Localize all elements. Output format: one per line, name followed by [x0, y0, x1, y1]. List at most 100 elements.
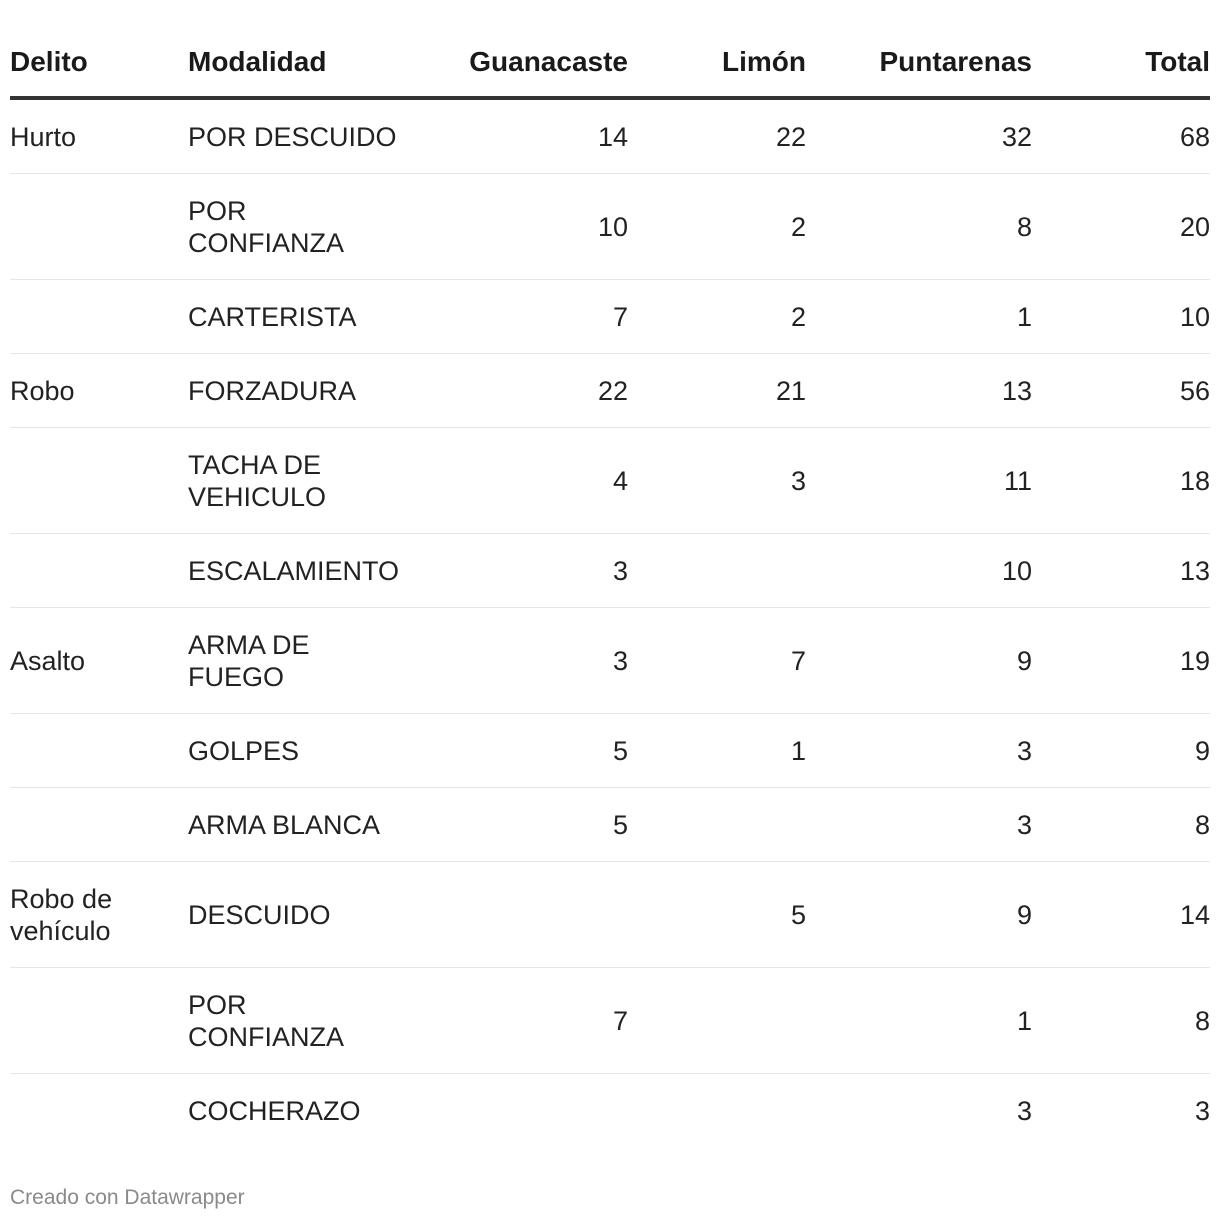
cell-modalidad-text: DESCUIDO	[188, 899, 331, 930]
cell-modalidad: ARMA BLANCA	[188, 787, 428, 862]
cell-modalidad-text: FORZADURA	[188, 375, 356, 406]
cell-limon	[628, 787, 806, 862]
header-puntarenas[interactable]: Puntarenas	[806, 0, 1032, 100]
cell-puntarenas-text: 13	[1001, 375, 1032, 406]
cell-modalidad: ESCALAMIENTO	[188, 533, 428, 608]
cell-puntarenas-text: 3	[1016, 809, 1032, 840]
cell-guanacaste: 5	[428, 713, 628, 788]
header-row: Delito Modalidad Guanacaste Limón Puntar…	[10, 0, 1210, 100]
cell-delito: Asalto	[10, 607, 188, 714]
cell-puntarenas: 3	[806, 787, 1032, 862]
cell-total-text: 13	[1179, 555, 1210, 586]
cell-modalidad: POR DESCUIDO	[188, 98, 428, 174]
cell-guanacaste: 14	[428, 98, 628, 174]
cell-modalidad-text: ARMA DE FUEGO	[188, 629, 310, 692]
cell-modalidad-text: POR DESCUIDO	[188, 121, 397, 152]
cell-modalidad-text: GOLPES	[188, 735, 300, 766]
cell-limon-text: 1	[790, 735, 806, 766]
cell-limon-text: 2	[790, 301, 806, 332]
cell-guanacaste-text: 7	[612, 301, 628, 332]
table-row: POR CONFIANZA 10 2 8 20	[10, 173, 1210, 280]
cell-puntarenas-text: 32	[1001, 121, 1032, 152]
cell-modalidad: FORZADURA	[188, 353, 428, 428]
cell-total-text: 56	[1179, 375, 1210, 406]
cell-modalidad: DESCUIDO	[188, 861, 428, 968]
cell-modalidad-text: ARMA BLANCA	[188, 809, 381, 840]
cell-limon-text: 22	[775, 121, 806, 152]
header-guanacaste[interactable]: Guanacaste	[428, 0, 628, 100]
cell-puntarenas: 11	[806, 427, 1032, 534]
table-row: ARMA BLANCA 5 3 8	[10, 787, 1210, 862]
cell-modalidad: POR CONFIANZA	[188, 967, 428, 1074]
cell-total-text: 8	[1194, 1005, 1210, 1036]
cell-total: 20	[1032, 173, 1210, 280]
cell-delito	[10, 533, 188, 608]
header-total[interactable]: Total	[1032, 0, 1210, 100]
cell-total: 18	[1032, 427, 1210, 534]
cell-delito: Hurto	[10, 98, 188, 174]
cell-guanacaste: 3	[428, 607, 628, 714]
table-row: POR CONFIANZA 7 1 8	[10, 967, 1210, 1074]
cell-delito-text: Robo	[10, 375, 75, 406]
cell-limon: 2	[628, 173, 806, 280]
cell-guanacaste-text: 3	[612, 555, 628, 586]
cell-guanacaste: 7	[428, 279, 628, 354]
table-row: COCHERAZO 3 3	[10, 1074, 1210, 1148]
cell-total: 8	[1032, 967, 1210, 1074]
cell-total-text: 14	[1179, 899, 1210, 930]
cell-total: 10	[1032, 279, 1210, 354]
cell-guanacaste-text: 4	[612, 465, 628, 496]
cell-puntarenas-text: 3	[1016, 735, 1032, 766]
table-row: ESCALAMIENTO 3 10 13	[10, 533, 1210, 608]
cell-limon	[628, 533, 806, 608]
cell-guanacaste: 3	[428, 533, 628, 608]
cell-limon: 22	[628, 98, 806, 174]
cell-limon-text: 2	[790, 211, 806, 242]
cell-puntarenas-text: 8	[1016, 211, 1032, 242]
cell-puntarenas-text: 9	[1016, 899, 1032, 930]
table-container: Delito Modalidad Guanacaste Limón Puntar…	[10, 0, 1210, 1147]
cell-puntarenas: 32	[806, 98, 1032, 174]
cell-total: 14	[1032, 861, 1210, 968]
cell-guanacaste-text: 7	[612, 1005, 628, 1036]
table-row: Robo FORZADURA 22 21 13 56	[10, 353, 1210, 428]
cell-guanacaste	[428, 1074, 628, 1148]
cell-puntarenas: 3	[806, 713, 1032, 788]
table-row: CARTERISTA 7 2 1 10	[10, 279, 1210, 354]
cell-modalidad-text: POR CONFIANZA	[188, 989, 345, 1052]
cell-puntarenas: 13	[806, 353, 1032, 428]
header-modalidad[interactable]: Modalidad	[188, 0, 428, 100]
table-row: Hurto POR DESCUIDO 14 22 32 68	[10, 98, 1210, 174]
cell-delito	[10, 1074, 188, 1148]
cell-limon	[628, 967, 806, 1074]
cell-puntarenas: 10	[806, 533, 1032, 608]
header-limon[interactable]: Limón	[628, 0, 806, 100]
cell-modalidad-text: COCHERAZO	[188, 1095, 361, 1126]
cell-modalidad-text: POR CONFIANZA	[188, 195, 345, 258]
cell-limon: 2	[628, 279, 806, 354]
cell-limon-text: 5	[790, 899, 806, 930]
cell-delito-text: Hurto	[10, 121, 77, 152]
cell-delito: Robo de vehículo	[10, 861, 188, 968]
cell-limon	[628, 1074, 806, 1148]
cell-limon-text: 3	[790, 465, 806, 496]
cell-delito-text: Robo de vehículo	[10, 883, 113, 946]
cell-guanacaste: 10	[428, 173, 628, 280]
cell-limon-text: 21	[775, 375, 806, 406]
table-row: Asalto ARMA DE FUEGO 3 7 9 19	[10, 607, 1210, 714]
cell-delito	[10, 967, 188, 1074]
cell-puntarenas-text: 1	[1016, 301, 1032, 332]
cell-total: 13	[1032, 533, 1210, 608]
cell-modalidad-text: CARTERISTA	[188, 301, 357, 332]
cell-total: 8	[1032, 787, 1210, 862]
cell-puntarenas: 9	[806, 861, 1032, 968]
cell-modalidad: CARTERISTA	[188, 279, 428, 354]
cell-modalidad: TACHA DE VEHICULO	[188, 427, 428, 534]
cell-puntarenas: 8	[806, 173, 1032, 280]
cell-modalidad: POR CONFIANZA	[188, 173, 428, 280]
cell-total-text: 18	[1179, 465, 1210, 496]
cell-delito: Robo	[10, 353, 188, 428]
header-delito[interactable]: Delito	[10, 0, 188, 100]
cell-total: 56	[1032, 353, 1210, 428]
cell-puntarenas-text: 3	[1016, 1095, 1032, 1126]
